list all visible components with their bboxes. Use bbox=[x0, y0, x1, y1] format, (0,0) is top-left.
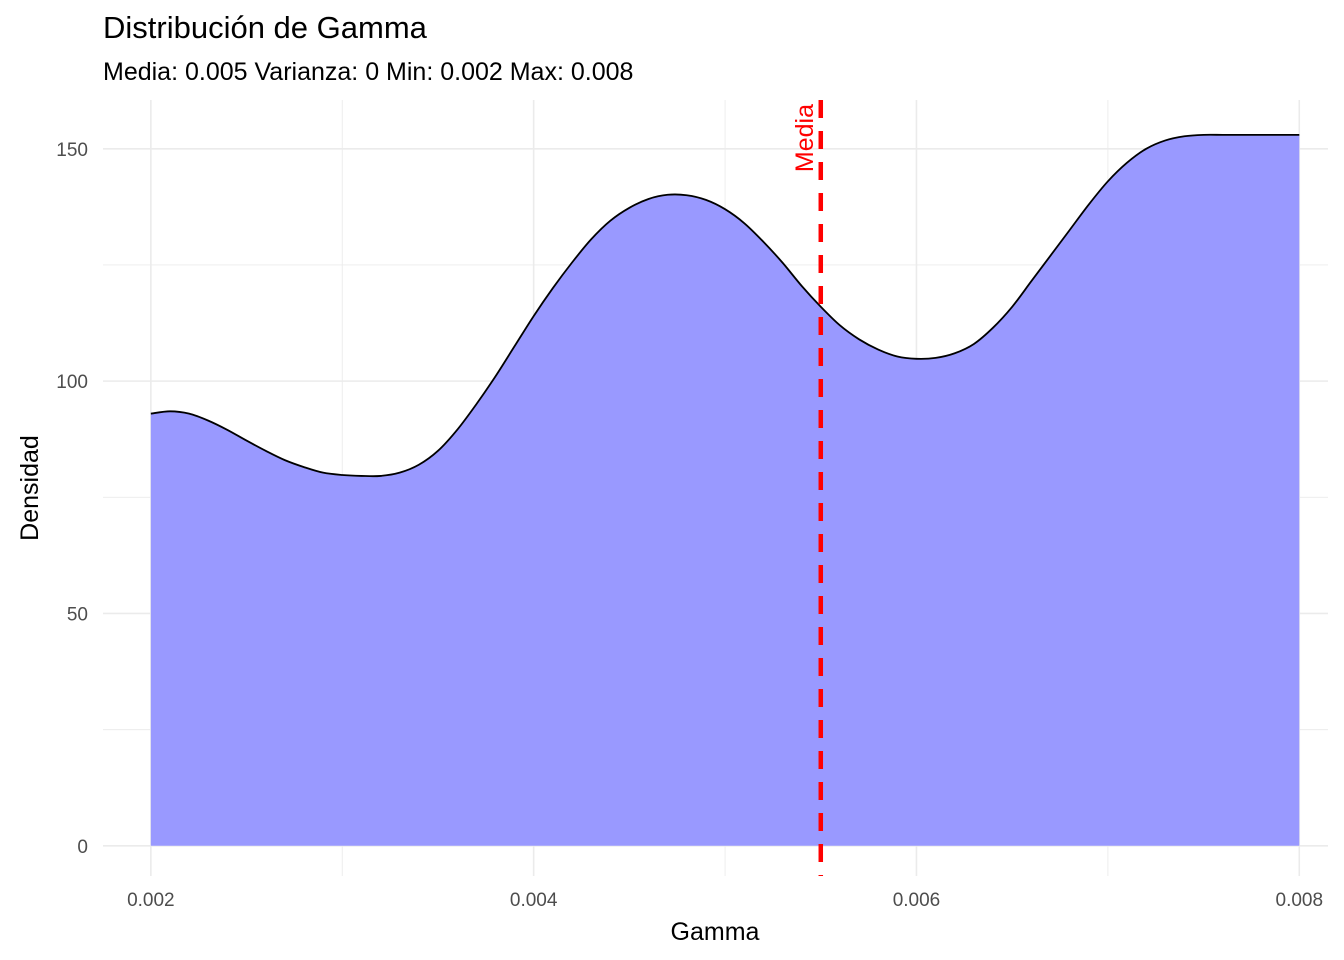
chart-subtitle: Media: 0.005 Varianza: 0 Min: 0.002 Max:… bbox=[103, 58, 634, 86]
y-tick-label: 150 bbox=[56, 140, 88, 161]
x-tick-label: 0.004 bbox=[510, 890, 558, 911]
y-tick-label: 0 bbox=[77, 837, 88, 858]
tick-labels: 0.002 0.004 0.006 0.008 0 50 100 150 bbox=[56, 140, 1323, 911]
mean-line-layer: Media bbox=[791, 100, 824, 876]
y-tick-label: 100 bbox=[56, 372, 88, 393]
density-area bbox=[150, 134, 1300, 846]
density-area-layer bbox=[150, 133, 1300, 846]
mean-line-label: Media bbox=[791, 104, 819, 172]
x-tick-label: 0.002 bbox=[127, 890, 175, 911]
x-tick-label: 0.006 bbox=[893, 890, 941, 911]
y-tick-label: 50 bbox=[67, 604, 88, 625]
density-curve bbox=[150, 133, 1300, 478]
chart-title: Distribución de Gamma bbox=[103, 10, 427, 45]
y-axis-title: Densidad bbox=[16, 435, 44, 541]
x-tick-label: 0.008 bbox=[1276, 890, 1324, 911]
x-axis-title: Gamma bbox=[671, 918, 760, 946]
